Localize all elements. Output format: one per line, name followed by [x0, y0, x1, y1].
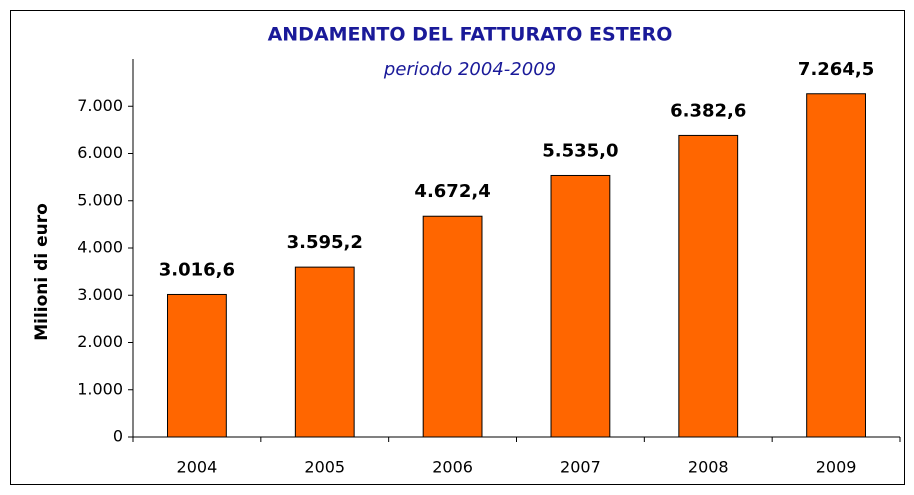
value-label: 5.535,0	[542, 140, 618, 161]
bar	[678, 134, 739, 438]
value-label: 3.016,6	[159, 259, 235, 280]
y-tick-label: 1.000	[77, 379, 123, 398]
y-tick-label: 2.000	[77, 332, 123, 351]
bar	[550, 174, 611, 438]
x-tick-label: 2005	[304, 458, 345, 477]
x-tick-label: 2006	[432, 458, 473, 477]
y-axis-label: Milioni di euro	[32, 203, 52, 341]
x-tick-label: 2008	[688, 458, 729, 477]
x-tick-label: 2004	[177, 458, 218, 477]
value-label: 7.264,5	[798, 59, 874, 80]
chart-title: ANDAMENTO DEL FATTURATO ESTERO	[268, 24, 673, 46]
y-tick-label: 5.000	[77, 190, 123, 209]
x-tick-label: 2007	[560, 458, 601, 477]
bar	[294, 266, 355, 438]
x-tick-label: 2009	[816, 458, 857, 477]
y-tick-label: 0	[113, 427, 123, 446]
value-label: 4.672,4	[414, 181, 490, 202]
value-label: 3.595,2	[287, 232, 363, 253]
chart-subtitle: periodo 2004-2009	[383, 59, 556, 80]
bar	[167, 293, 227, 438]
y-tick-label: 6.000	[77, 143, 123, 162]
value-label: 6.382,6	[670, 100, 746, 121]
bar	[806, 93, 866, 438]
bar	[422, 215, 483, 438]
y-tick-label: 7.000	[77, 96, 123, 115]
y-tick-label: 3.000	[77, 285, 123, 304]
y-tick-label: 4.000	[77, 238, 123, 257]
